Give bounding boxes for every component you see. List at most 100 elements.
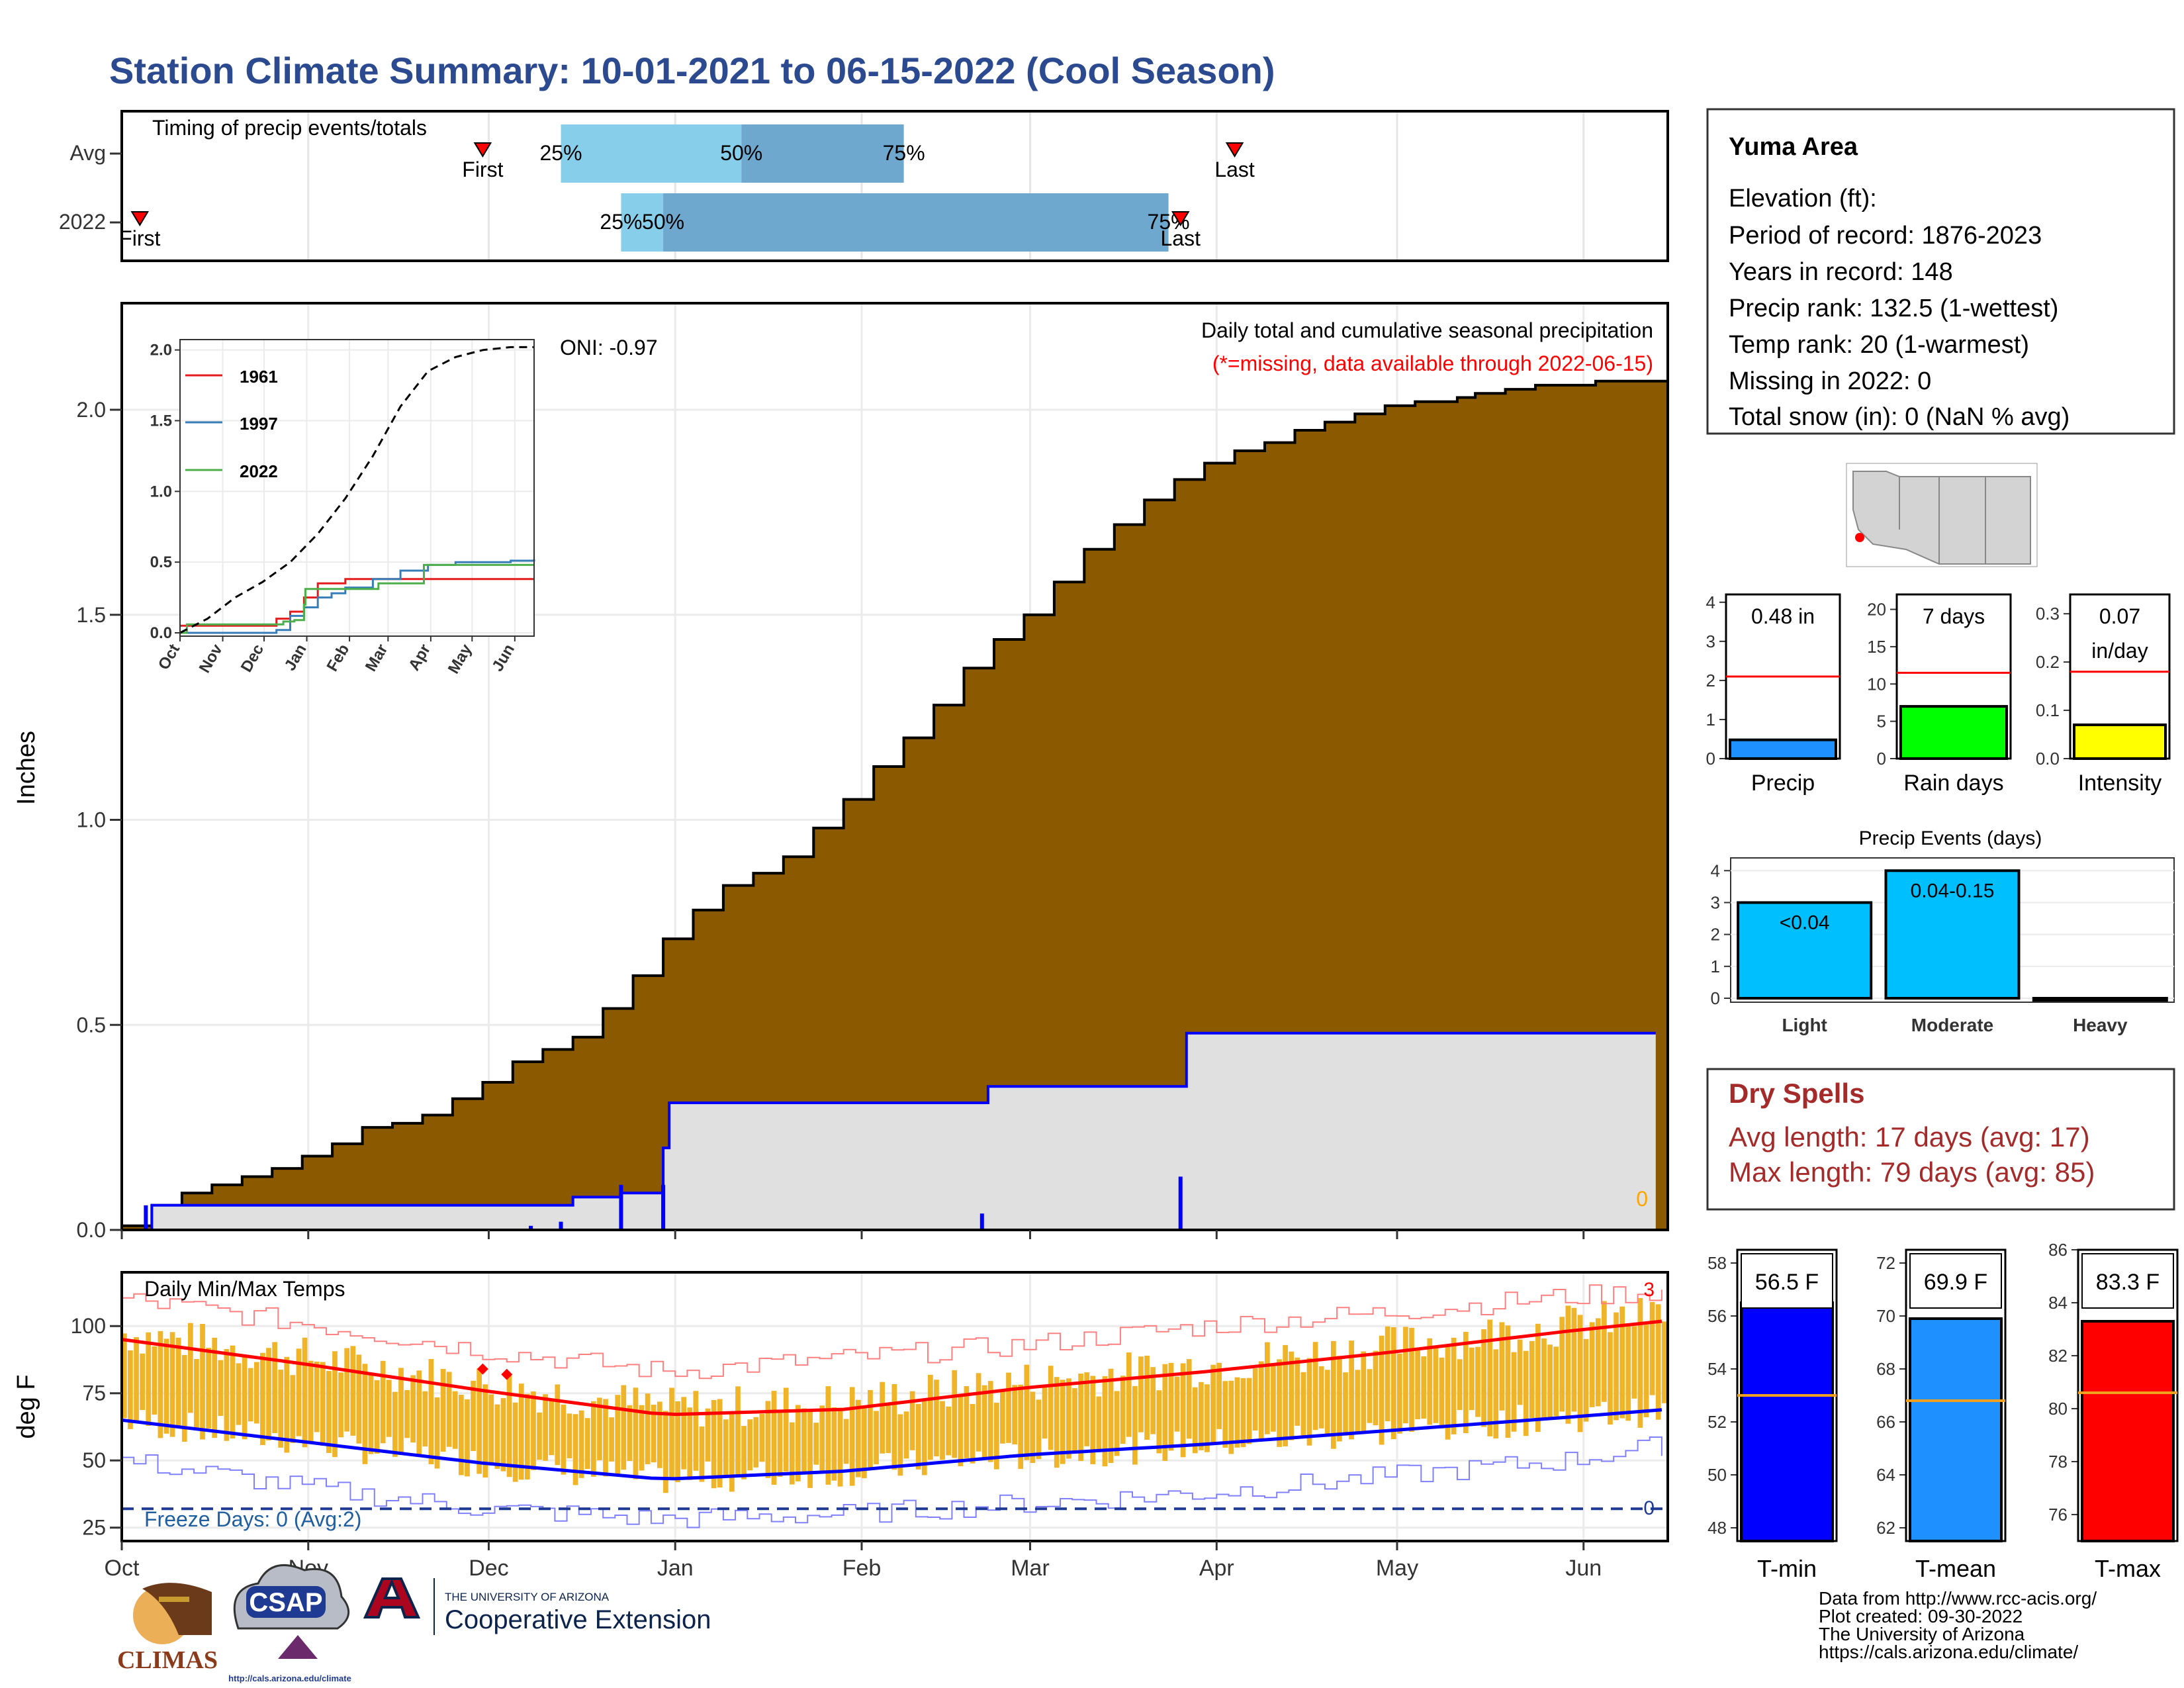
- temp-daily-bar: [903, 1411, 909, 1459]
- temp-daily-bar: [549, 1399, 555, 1456]
- temp-daily-bar: [362, 1364, 368, 1464]
- temp-daily-bar: [1096, 1396, 1102, 1452]
- temp-daily-bar: [1463, 1332, 1469, 1434]
- summary-intensity-y-tick-label: 0.0: [2036, 749, 2060, 769]
- summary-label: Intensity: [2078, 771, 2162, 796]
- ua-small-text: THE UNIVERSITY OF ARIZONA: [445, 1591, 610, 1603]
- temp-daily-bar: [290, 1375, 296, 1443]
- temp-daily-bar: [1619, 1306, 1625, 1419]
- events-x-label: Light: [1782, 1015, 1827, 1035]
- temp-daily-bar: [1150, 1367, 1156, 1434]
- temp-daily-bar: [344, 1348, 350, 1432]
- temp-daily-bar: [1205, 1384, 1210, 1452]
- timing-first-label: First: [119, 226, 160, 250]
- temp-daily-bar: [1090, 1376, 1096, 1464]
- temp-daily-bar: [187, 1323, 193, 1413]
- temp-daily-bar: [1433, 1347, 1439, 1423]
- daily-precip-bar: [144, 1205, 148, 1230]
- temp-daily-bar: [849, 1387, 855, 1486]
- temp-daily-bar: [699, 1426, 705, 1482]
- dry-spells-max: Max length: 79 days (avg: 85): [1729, 1156, 2095, 1188]
- oni-value: ONI: -0.97: [560, 336, 658, 359]
- temp-daily-bar: [1517, 1339, 1523, 1405]
- events-y-tick-label: 4: [1711, 861, 1720, 880]
- temp-y-tick-label: 100: [71, 1314, 106, 1338]
- temp-daily-bar: [615, 1395, 621, 1476]
- dry-spells-title: Dry Spells: [1729, 1078, 1864, 1109]
- temp-daily-bar: [813, 1423, 819, 1465]
- temp-daily-bar: [1277, 1359, 1282, 1447]
- temp-summary-label: T-mean: [1915, 1555, 1996, 1582]
- temp-summary-t-max-y-tick-label: 78: [2048, 1452, 2068, 1472]
- temp-daily-bar: [1006, 1372, 1011, 1443]
- legend-label-2022: 2022: [240, 461, 278, 481]
- temp-daily-bar: [1018, 1384, 1024, 1470]
- summary-value-label-2: in/day: [2091, 639, 2148, 663]
- precip-y-axis: 0.0 0.5 1.0 1.5 2.0: [77, 398, 122, 1242]
- temp-daily-bar: [915, 1403, 921, 1470]
- temp-daily-bar: [796, 1405, 801, 1481]
- timing-p50-label: 50%: [720, 141, 762, 165]
- temp-daily-bar: [1349, 1340, 1354, 1440]
- temp-daily-bar: [543, 1394, 548, 1461]
- temp-daily-bar: [1469, 1347, 1475, 1411]
- season-summary-bars: 0 1 2 3 4 0.48 in Precip 0 5 10 15 20 7 days Rain day…: [1706, 592, 2171, 796]
- temp-daily-bar: [1252, 1368, 1258, 1430]
- timing-first-label: First: [462, 158, 503, 181]
- temp-daily-bar: [1330, 1340, 1336, 1449]
- temp-daily-bar: [350, 1346, 356, 1436]
- temp-daily-bar: [518, 1383, 524, 1480]
- temp-daily-bar: [1373, 1350, 1379, 1426]
- temp-daily-bar: [122, 1333, 127, 1419]
- temp-daily-bar: [1024, 1364, 1030, 1460]
- temp-daily-bar: [1072, 1388, 1077, 1452]
- temp-daily-bar: [940, 1401, 945, 1460]
- timing-row-label-avg: Avg: [69, 141, 106, 165]
- events-bar-moderate: [1884, 869, 2021, 1000]
- temp-lines: [121, 1284, 1668, 1528]
- temp-daily-bar: [272, 1342, 277, 1433]
- inset-legend: 1961 1997 2022: [185, 367, 278, 481]
- temp-daily-bar: [356, 1354, 362, 1444]
- summary-rain-days-y-tick-label: 20: [1867, 600, 1886, 620]
- timing-bar-q1: [561, 124, 742, 183]
- temp-daily-bar: [284, 1356, 290, 1453]
- legend-label-1961: 1961: [240, 367, 278, 387]
- temp-daily-bar: [609, 1417, 614, 1462]
- temp-daily-bar: [735, 1386, 741, 1476]
- temp-daily-bar: [128, 1350, 133, 1429]
- temp-daily-bar: [946, 1406, 951, 1456]
- temp-x-tick-label: Apr: [1199, 1556, 1234, 1581]
- temp-y-axis: 25 50 75 100: [71, 1314, 122, 1540]
- temp-daily-bar: [1234, 1377, 1240, 1448]
- temp-daily-bar: [1186, 1359, 1192, 1439]
- temp-daily-bar: [831, 1407, 837, 1481]
- temp-daily-bar: [783, 1387, 789, 1472]
- temp-daily-bar: [987, 1381, 993, 1462]
- temp-daily-bar: [1337, 1356, 1342, 1442]
- station-box-frame: [1706, 108, 2175, 435]
- temp-daily-bar: [1199, 1382, 1204, 1450]
- station-line-period: Period of record: 1876-2023: [1729, 222, 2042, 250]
- temp-daily-bar: [422, 1391, 428, 1447]
- temp-daily-bar: [627, 1405, 633, 1461]
- temp-panel-frame: [120, 1271, 1669, 1542]
- temp-daily-bar: [578, 1410, 584, 1478]
- temp-daily-bar: [693, 1391, 699, 1471]
- temp-daily-bar: [1481, 1329, 1486, 1427]
- station-location-marker: [1855, 533, 1864, 542]
- temp-y-tick-label: 25: [82, 1516, 106, 1540]
- temp-daily-bar: [1637, 1297, 1643, 1428]
- temp-daily-bar: [236, 1363, 242, 1425]
- temp-daily-bar: [260, 1352, 265, 1446]
- temp-daily-bar: [1258, 1361, 1264, 1440]
- temp-summary-t-mean-y-tick-label: 62: [1876, 1518, 1895, 1538]
- csap-logo-text: CSAP: [249, 1588, 322, 1617]
- temp-daily-bar: [1415, 1348, 1420, 1419]
- temp-daily-bar: [1390, 1327, 1396, 1440]
- temp-daily-bar: [819, 1405, 825, 1471]
- freeze-days-label: Freeze Days: 0 (Avg:2): [144, 1507, 361, 1531]
- temp-daily-bar: [759, 1413, 765, 1462]
